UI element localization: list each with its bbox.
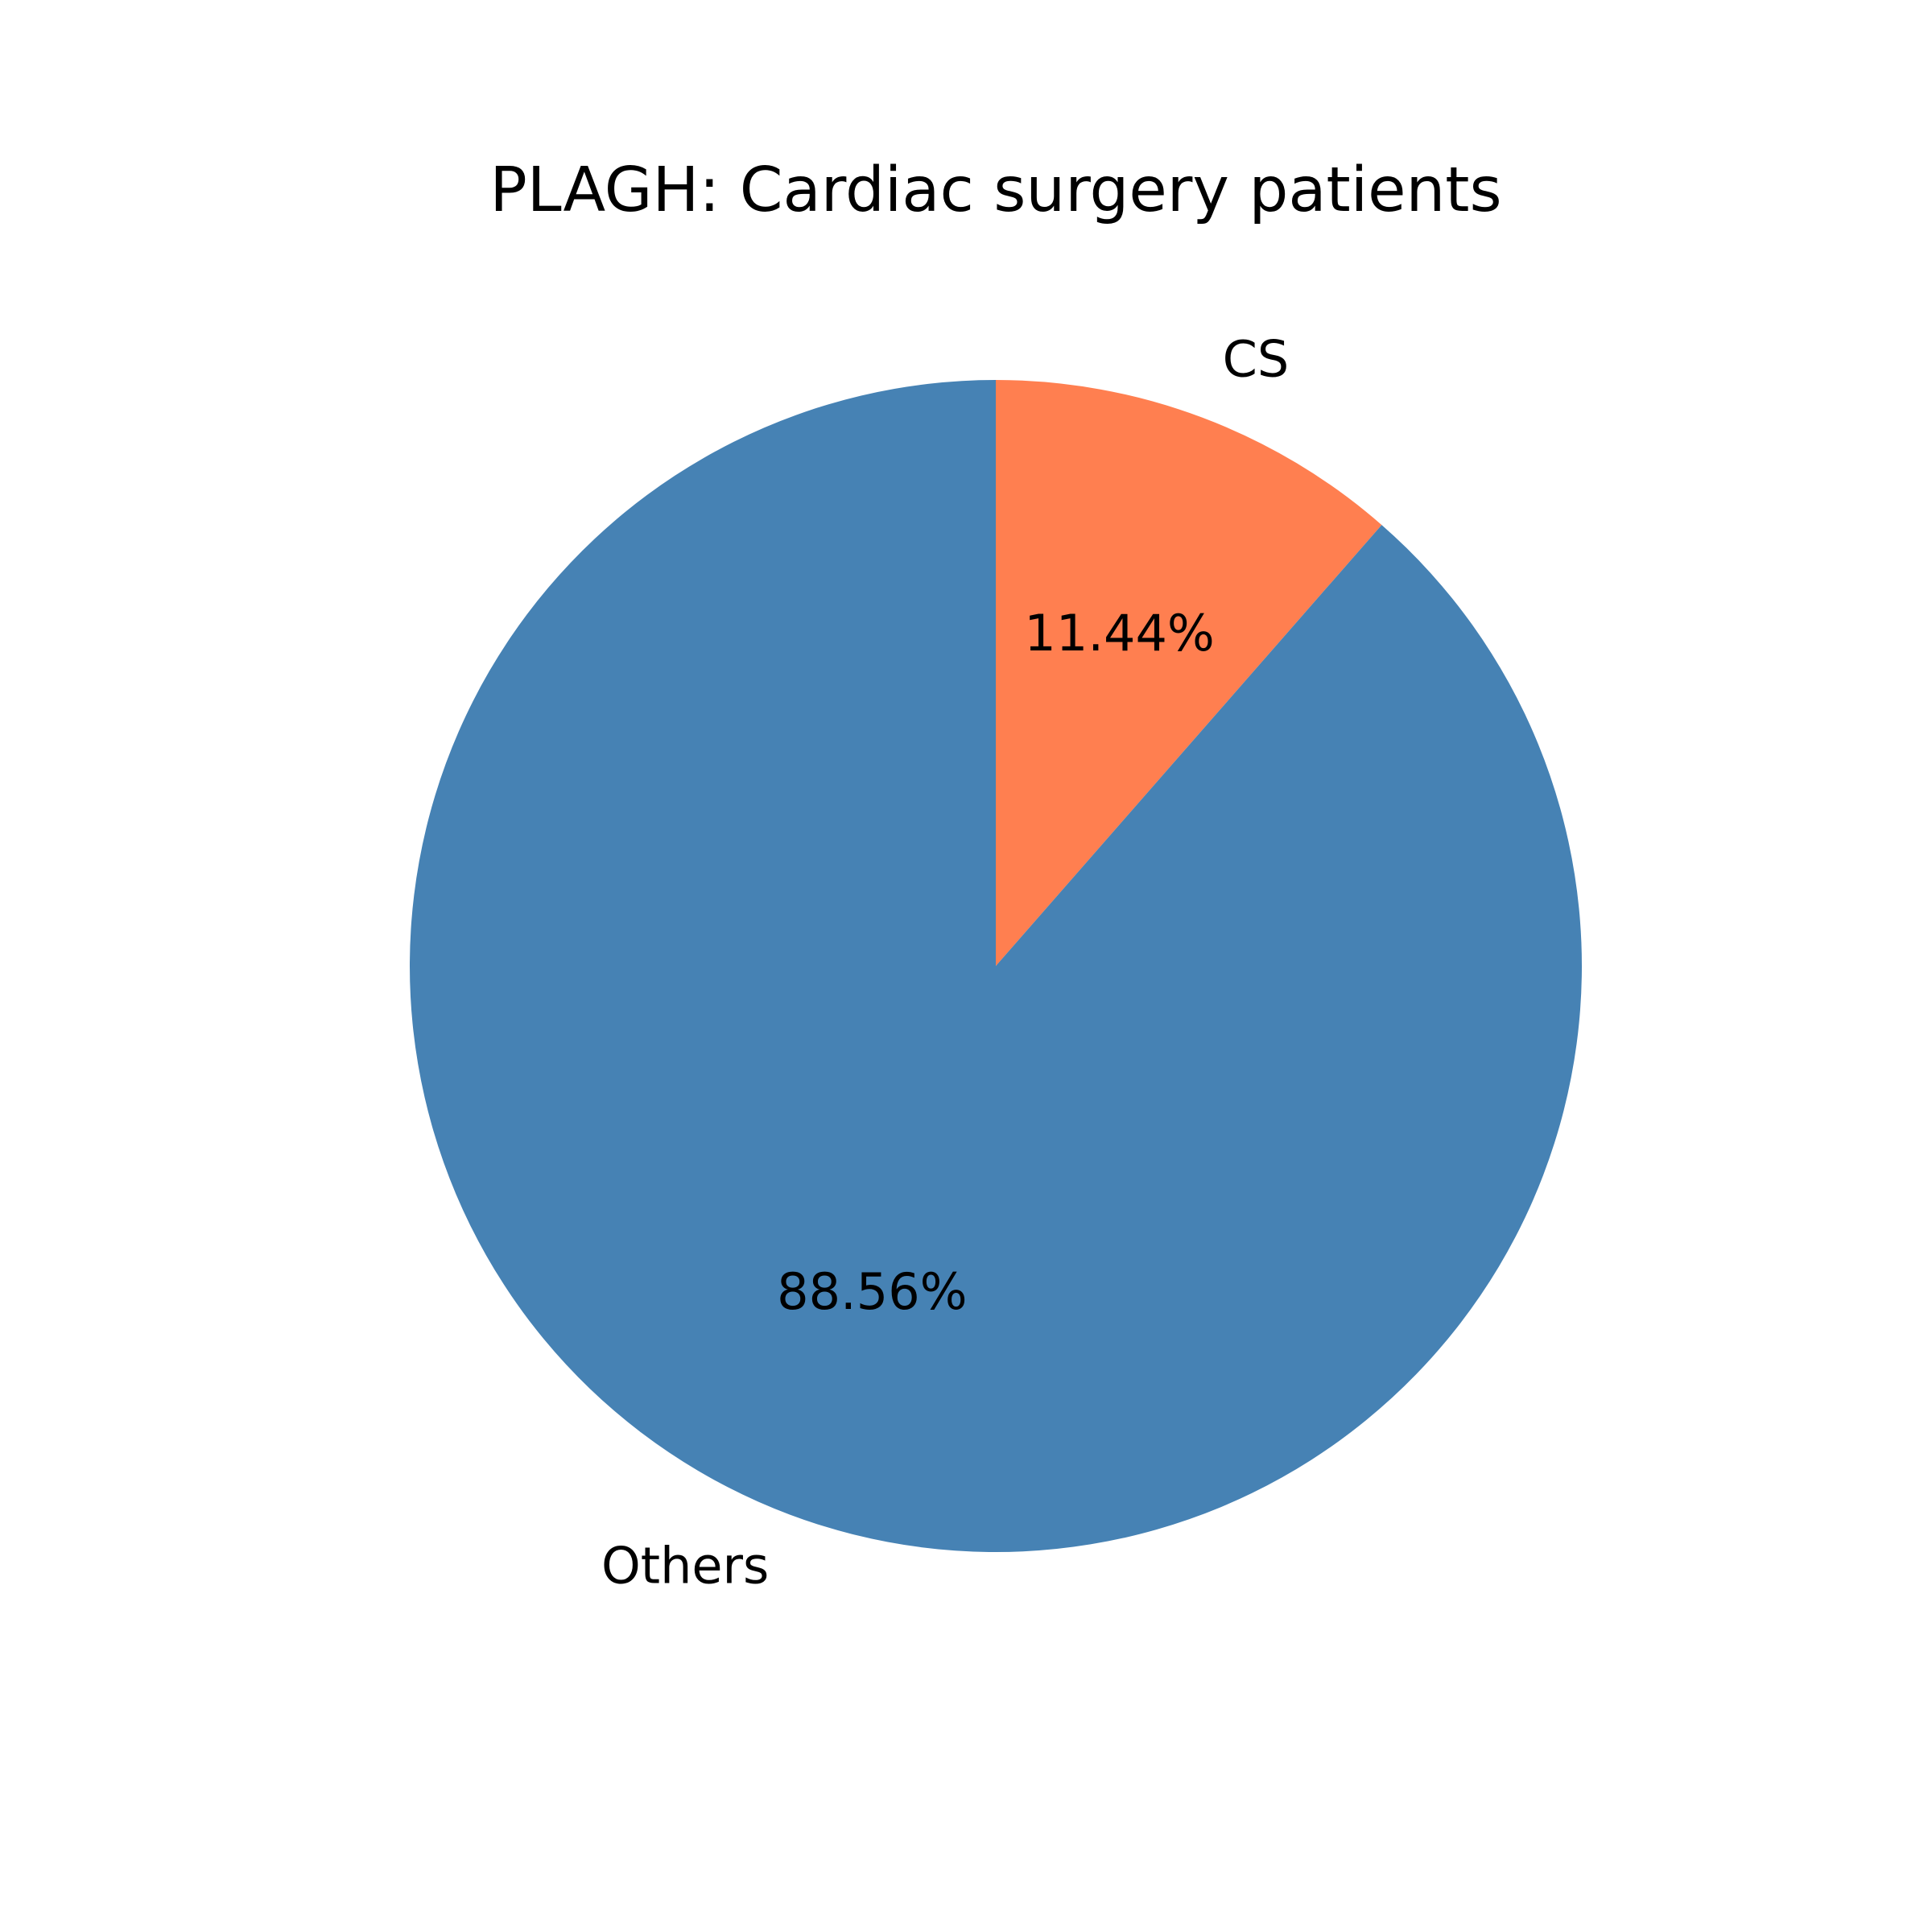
slice-percent-others: 88.56% [777, 1262, 967, 1321]
pie-slice-others [410, 380, 1583, 1552]
slice-label-cs: CS [1223, 329, 1290, 388]
pie-slice-cs [996, 380, 1382, 966]
slice-label-others: Others [601, 1537, 769, 1596]
slice-percent-cs: 11.44% [1024, 604, 1214, 663]
chart-title: PLAGH: Cardiac surgery patients [489, 155, 1501, 226]
pie-slices [410, 380, 1583, 1552]
pie-labels: CS 11.44% Others 88.56% [601, 329, 1289, 1595]
